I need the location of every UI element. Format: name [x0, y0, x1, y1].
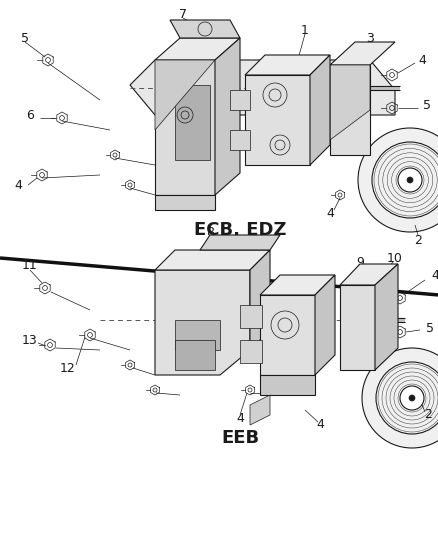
Polygon shape: [314, 275, 334, 375]
Polygon shape: [259, 275, 334, 295]
Polygon shape: [309, 55, 329, 165]
Text: 11: 11: [22, 259, 38, 271]
Polygon shape: [259, 295, 314, 375]
Text: ECB, EDZ: ECB, EDZ: [193, 221, 286, 239]
Circle shape: [399, 386, 423, 410]
Circle shape: [408, 395, 414, 401]
Text: 4: 4: [315, 418, 323, 432]
Polygon shape: [329, 65, 369, 140]
Text: 6: 6: [26, 109, 34, 122]
Polygon shape: [130, 60, 394, 115]
Text: 13: 13: [22, 334, 38, 346]
Polygon shape: [339, 264, 397, 285]
Polygon shape: [240, 305, 261, 328]
Circle shape: [397, 168, 421, 192]
Polygon shape: [155, 270, 249, 375]
Text: 5: 5: [21, 31, 29, 44]
Polygon shape: [329, 42, 394, 65]
Polygon shape: [170, 20, 240, 38]
Text: 7: 7: [179, 7, 187, 20]
Polygon shape: [240, 340, 261, 363]
Polygon shape: [155, 60, 215, 195]
Polygon shape: [230, 90, 249, 110]
Text: 4: 4: [430, 269, 438, 281]
Polygon shape: [259, 375, 314, 395]
Polygon shape: [200, 235, 279, 250]
Text: 4: 4: [325, 206, 333, 220]
Text: 5: 5: [422, 99, 430, 111]
Text: 2: 2: [423, 408, 431, 422]
Circle shape: [357, 128, 438, 232]
Text: EEB: EEB: [220, 429, 258, 447]
Polygon shape: [244, 55, 329, 75]
Polygon shape: [155, 60, 215, 130]
Text: 10: 10: [386, 252, 402, 264]
Polygon shape: [175, 340, 215, 370]
Text: 2: 2: [413, 233, 421, 246]
Polygon shape: [175, 320, 219, 350]
Text: 4: 4: [236, 411, 244, 424]
Text: 12: 12: [60, 361, 76, 375]
Circle shape: [406, 177, 412, 183]
Polygon shape: [329, 65, 369, 155]
Polygon shape: [249, 250, 269, 350]
Text: 9: 9: [355, 255, 363, 269]
Polygon shape: [155, 250, 269, 270]
Circle shape: [361, 348, 438, 448]
Polygon shape: [175, 85, 209, 160]
Text: 5: 5: [425, 321, 433, 335]
Text: 4: 4: [417, 53, 425, 67]
Polygon shape: [374, 264, 397, 370]
Text: 1: 1: [300, 23, 308, 36]
Polygon shape: [230, 130, 249, 150]
Text: 4: 4: [14, 179, 22, 191]
Polygon shape: [155, 195, 215, 210]
Polygon shape: [244, 75, 309, 165]
Text: 8: 8: [205, 225, 213, 238]
Text: 3: 3: [365, 31, 373, 44]
Polygon shape: [339, 285, 374, 370]
Polygon shape: [249, 395, 269, 425]
Polygon shape: [215, 38, 240, 195]
Polygon shape: [155, 38, 240, 60]
